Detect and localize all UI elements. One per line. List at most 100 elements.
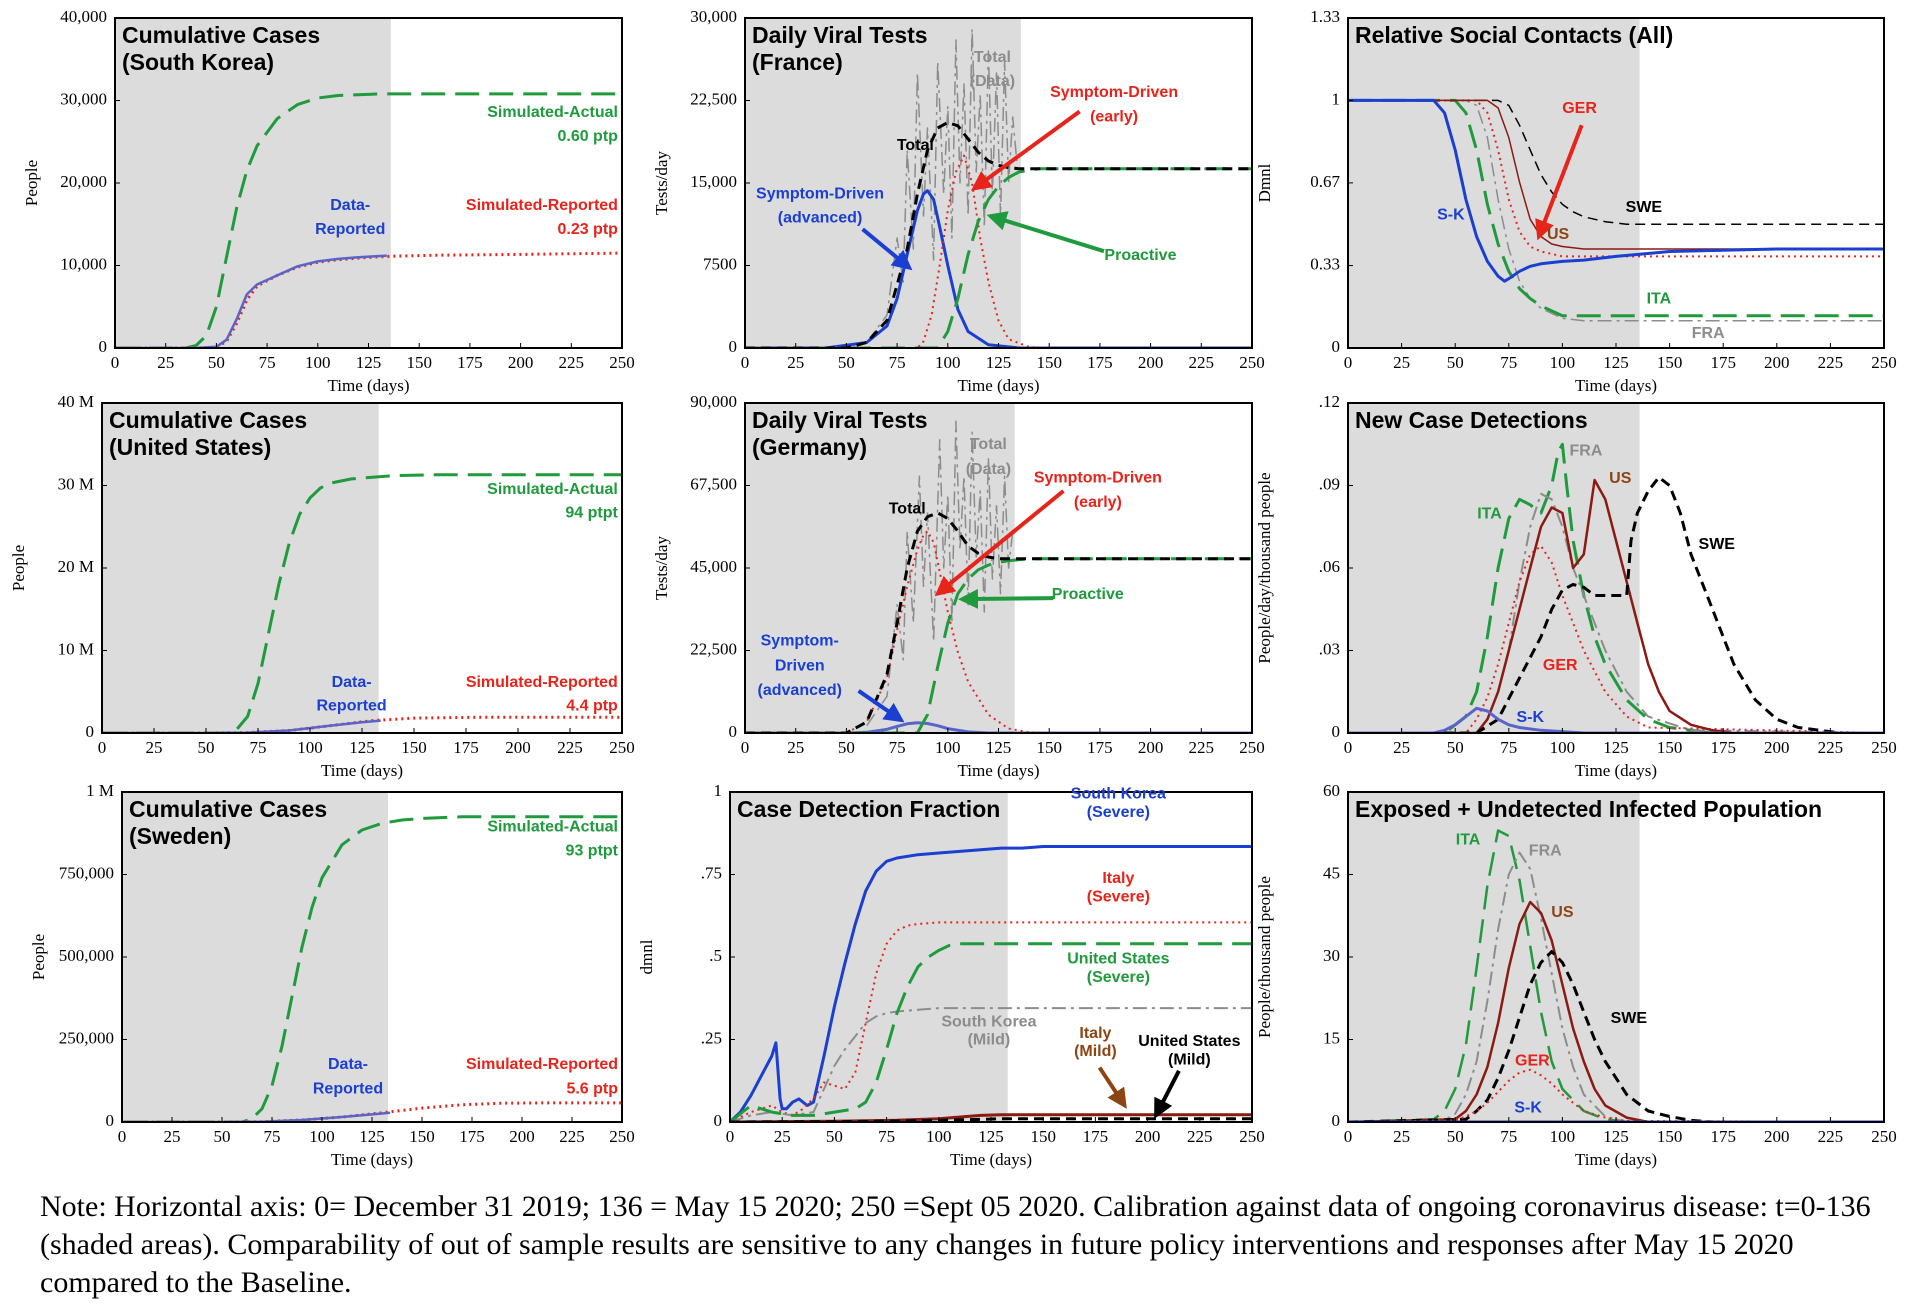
- y-tick-label: 250,000: [59, 1029, 114, 1048]
- y-tick-label: 0: [729, 337, 738, 356]
- x-tick-label: 75: [264, 1127, 281, 1146]
- annotation-label: United States: [1138, 1033, 1240, 1050]
- y-tick-label: 0: [1332, 337, 1341, 356]
- annotation-label: Reported: [316, 698, 386, 715]
- shaded-region: [102, 403, 379, 733]
- y-tick-label: 15: [1323, 1029, 1340, 1048]
- y-tick-label: 0: [729, 722, 738, 741]
- annotation-label: S-K: [1514, 1100, 1542, 1117]
- annotation-label: (early): [1090, 108, 1138, 125]
- x-tick-label: 225: [1818, 1127, 1844, 1146]
- x-tick-label: 0: [1344, 1127, 1353, 1146]
- x-tick-label: 200: [505, 738, 531, 757]
- annotation-arrow: [986, 211, 1105, 254]
- x-tick-label: 150: [409, 1127, 435, 1146]
- x-tick-label: 175: [453, 738, 479, 757]
- y-tick-label: 1 M: [86, 781, 114, 800]
- annotation-label: Simulated-Reported: [466, 674, 618, 691]
- x-tick-label: 200: [1764, 738, 1790, 757]
- y-tick-label: 60: [1323, 781, 1340, 800]
- shaded-region: [730, 792, 1008, 1122]
- chart-title: (Sweden): [129, 823, 231, 849]
- annotation-label: SWE: [1611, 1010, 1648, 1027]
- x-tick-label: 200: [1138, 738, 1164, 757]
- x-tick-label: 0: [1344, 738, 1353, 757]
- series-line-4: [1348, 99, 1884, 258]
- series-line-4: [730, 942, 1252, 1122]
- x-tick-label: 250: [1871, 738, 1897, 757]
- annotation-label: ITA: [1647, 290, 1672, 307]
- annotation-label: Proactive: [1104, 247, 1176, 264]
- x-tick-label: 175: [1083, 1127, 1109, 1146]
- y-tick-label: 30 M: [58, 475, 94, 494]
- chart-title: Daily Viral Tests: [752, 407, 928, 433]
- y-tick-label: .5: [709, 946, 722, 965]
- x-tick-label: 175: [1087, 353, 1113, 372]
- annotation-label: Total: [889, 501, 926, 518]
- y-tick-label: .09: [1319, 475, 1340, 494]
- x-axis-label: Time (days): [957, 376, 1039, 395]
- annotation-label: US: [1609, 470, 1632, 487]
- annotation-label: ITA: [1456, 831, 1481, 848]
- annotation-label: (Data): [970, 73, 1015, 90]
- chart-title: Cumulative Cases: [109, 407, 307, 433]
- series-line-1: [102, 473, 622, 733]
- annotation-label: Italy: [1102, 870, 1134, 887]
- x-tick-label: 125: [1603, 738, 1629, 757]
- annotation-label: US: [1547, 226, 1570, 243]
- annotation-label: Reported: [313, 1080, 383, 1097]
- x-tick-label: 75: [889, 738, 906, 757]
- x-tick-label: 100: [1550, 1127, 1576, 1146]
- y-tick-label: 0: [86, 722, 95, 741]
- x-tick-label: 125: [986, 353, 1012, 372]
- x-tick-label: 50: [826, 1127, 843, 1146]
- annotation-label: S-K: [1437, 206, 1465, 223]
- x-tick-label: 250: [1239, 738, 1265, 757]
- annotation-label: 4.4 ptp: [566, 698, 618, 715]
- x-tick-label: 75: [1500, 1127, 1517, 1146]
- annotation-label: 94 ptpt: [565, 505, 618, 522]
- annotation-label: Italy: [1079, 1025, 1111, 1042]
- series-line-3: [1348, 98, 1884, 318]
- x-tick-label: 75: [250, 738, 267, 757]
- chart-title: (France): [752, 49, 843, 75]
- x-axis-label: Time (days): [950, 1150, 1032, 1169]
- chart-title: Cumulative Cases: [122, 22, 320, 48]
- y-tick-label: 40 M: [58, 392, 94, 411]
- series-line-3: [1348, 900, 1884, 1122]
- annotation-label: GER: [1515, 1052, 1550, 1069]
- annotation-label: (Data): [966, 461, 1011, 478]
- annotation-label: Symptom-Driven: [1034, 470, 1162, 487]
- x-tick-label: 75: [259, 353, 276, 372]
- series-line-2: [1348, 99, 1884, 322]
- x-tick-label: 250: [1239, 1127, 1265, 1146]
- chart-title: Cumulative Cases: [129, 796, 327, 822]
- series-line-1: [1348, 99, 1884, 225]
- x-tick-label: 75: [889, 353, 906, 372]
- chart-title: New Case Detections: [1355, 407, 1588, 433]
- annotation-arrow: [861, 227, 913, 271]
- y-tick-label: 10 M: [58, 640, 94, 659]
- x-tick-label: 50: [838, 738, 855, 757]
- annotation-arrow: [957, 588, 1054, 609]
- annotation-label: Total: [974, 49, 1011, 66]
- x-tick-label: 25: [787, 353, 804, 372]
- x-tick-label: 25: [164, 1127, 181, 1146]
- y-tick-label: 750,000: [59, 864, 114, 883]
- x-tick-label: 50: [214, 1127, 231, 1146]
- y-tick-label: 0: [99, 337, 108, 356]
- x-tick-label: 225: [557, 738, 583, 757]
- x-tick-label: 250: [609, 738, 635, 757]
- chart-panel-5: 0 25 50 75 100 125 150 175 200 225 250 0 22,500 45,00…: [652, 392, 1265, 780]
- annotation-label: GER: [1562, 100, 1597, 117]
- y-tick-label: .25: [701, 1029, 722, 1048]
- x-tick-label: 25: [1393, 1127, 1410, 1146]
- x-tick-label: 150: [401, 738, 427, 757]
- x-tick-label: 50: [208, 353, 225, 372]
- x-tick-label: 150: [1657, 738, 1683, 757]
- chart-panel-2: 0 25 50 75 100 125 150 175 200 225 250 0 7500 15,000 2…: [652, 7, 1265, 395]
- x-tick-label: 225: [1187, 1127, 1213, 1146]
- x-axis-label: Time (days): [957, 761, 1039, 780]
- x-axis-label: Time (days): [1575, 1150, 1657, 1169]
- y-tick-label: 90,000: [690, 392, 737, 411]
